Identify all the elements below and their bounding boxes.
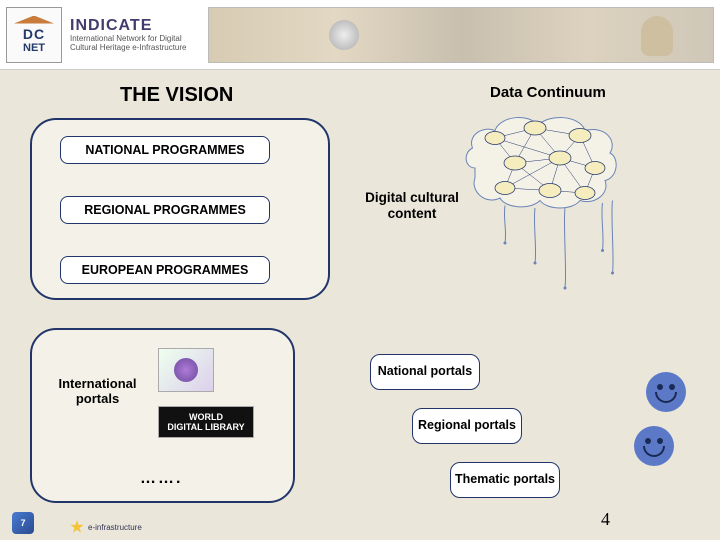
smiley-icon (646, 372, 686, 412)
cloud-drip (564, 208, 565, 288)
europeana-logo (158, 348, 214, 392)
thematic-portals-box: Thematic portals (450, 462, 560, 498)
cloud-drip (504, 206, 505, 244)
world-sub: DIGITAL LIBRARY (167, 422, 244, 432)
network-node (549, 151, 571, 165)
smiley-icon (634, 426, 674, 466)
vision-title: THE VISION (120, 84, 233, 107)
ellipsis-more: ……. (140, 470, 182, 488)
regional-programmes-box: REGIONAL PROGRAMMES (60, 196, 270, 224)
slide-header: DC NET INDICATE International Network fo… (0, 0, 720, 70)
european-programmes-box: EUROPEAN PROGRAMMES (60, 256, 270, 284)
network-node (504, 156, 526, 170)
network-node (585, 162, 605, 175)
network-node (569, 129, 591, 143)
page-number: 4 (601, 509, 610, 530)
dcnet-logo-net: NET (23, 42, 45, 54)
indicate-title: INDICATE (70, 17, 200, 35)
header-collage-image (208, 7, 714, 63)
national-portals-box: National portals (370, 354, 480, 390)
indicate-logo-block: INDICATE International Network for Digit… (70, 17, 200, 53)
cloud-drip (602, 203, 603, 251)
indicate-subtitle: International Network for Digital Cultur… (70, 35, 200, 53)
fp7-logo: 7 (12, 512, 34, 534)
cloud-drip (534, 208, 535, 263)
network-node (524, 121, 546, 135)
dcnet-logo: DC NET (6, 7, 62, 63)
e-infrastructure-label: e-infrastructure (88, 523, 142, 532)
network-node (495, 182, 515, 195)
cloud-label: Digital cultural content (352, 190, 472, 222)
network-node (575, 187, 595, 200)
dcnet-logo-dc: DC (23, 26, 45, 42)
fp7-badge: 7 (12, 512, 34, 534)
regional-portals-box: Regional portals (412, 408, 522, 444)
network-node (539, 184, 561, 198)
data-continuum-title: Data Continuum (490, 84, 606, 101)
world-label: WORLD (189, 412, 223, 422)
e-infrastructure-logo: e-infrastructure (70, 520, 142, 534)
cloud-drip (612, 201, 613, 274)
network-node (485, 132, 505, 145)
world-digital-library-logo: WORLDDIGITAL LIBRARY (158, 406, 254, 438)
national-programmes-box: NATIONAL PROGRAMMES (60, 136, 270, 164)
international-portals-label: International portals (50, 376, 145, 406)
